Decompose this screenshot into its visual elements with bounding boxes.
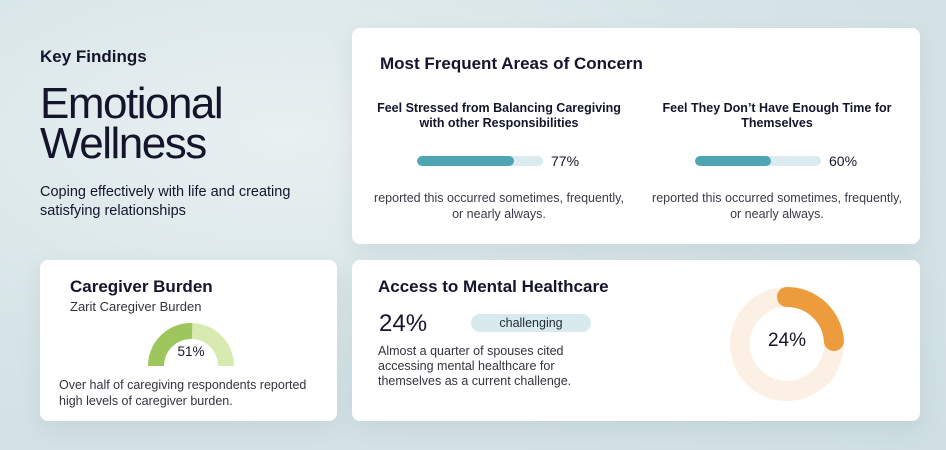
headline-line-1: Emotional xyxy=(40,79,224,128)
progress-percent: 77% xyxy=(551,153,580,169)
access-stat: 24% xyxy=(379,310,428,337)
progress-fill xyxy=(417,156,515,166)
progress-row: 77% xyxy=(417,153,579,169)
access-donut xyxy=(730,287,844,401)
gauge-fill xyxy=(148,323,193,366)
donut-fill xyxy=(777,287,844,352)
progress-fill xyxy=(695,156,771,166)
burden-title: Caregiver Burden xyxy=(70,277,213,296)
progress-percent: 60% xyxy=(829,153,858,169)
metric-label: Feel They Don’t Have Enough Time for The… xyxy=(662,101,892,130)
intro-section: Key Findings Emotional Wellness Coping e… xyxy=(40,0,330,240)
metric-note: reported this occurred sometimes, freque… xyxy=(374,191,624,221)
concern-metric-time: Feel They Don’t Have Enough Time for The… xyxy=(652,101,902,221)
metric-label: Feel Stressed from Balancing Caregiving … xyxy=(377,101,621,130)
progress-track xyxy=(417,156,543,166)
burden-gauge xyxy=(148,323,234,366)
access-title: Access to Mental Healthcare xyxy=(378,277,609,296)
concern-card: Most Frequent Areas of Concern Feel Stre… xyxy=(352,28,920,244)
intro-subtext: Coping effectively with life and creatin… xyxy=(40,184,291,219)
gauge-value: 51% xyxy=(177,344,205,359)
access-note: Almost a quarter of spouses cited access… xyxy=(378,344,572,388)
burden-card: Caregiver Burden Zarit Caregiver Burden … xyxy=(40,260,337,421)
kicker-label: Key Findings xyxy=(40,47,147,66)
page-title: Emotional Wellness xyxy=(40,79,224,168)
headline-line-2: Wellness xyxy=(40,119,207,168)
donut-value: 24% xyxy=(767,330,807,351)
burden-subtitle: Zarit Caregiver Burden xyxy=(70,299,202,314)
progress-track xyxy=(695,156,821,166)
burden-note: Over half of caregiving respondents repo… xyxy=(59,378,307,408)
challenge-badge: challenging xyxy=(471,314,591,332)
progress-row: 60% xyxy=(695,153,857,169)
concern-metric-stress: Feel Stressed from Balancing Caregiving … xyxy=(374,101,624,221)
concern-title: Most Frequent Areas of Concern xyxy=(380,54,643,73)
access-card: Access to Mental Healthcare 24% challeng… xyxy=(352,260,920,421)
metric-note: reported this occurred sometimes, freque… xyxy=(652,191,902,221)
